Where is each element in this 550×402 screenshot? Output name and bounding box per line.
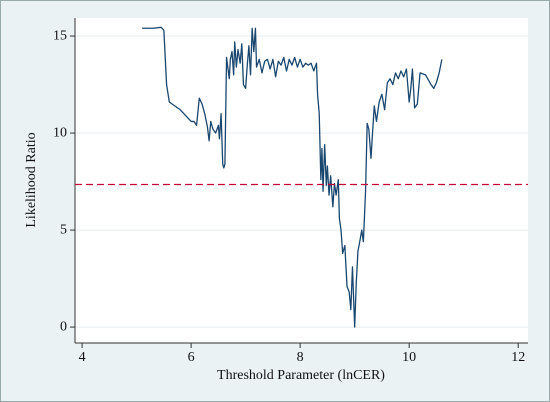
y-tick-label: 5 — [60, 222, 67, 237]
x-axis-label: Threshold Parameter (lnCER) — [217, 368, 385, 383]
y-tick-label: 10 — [53, 125, 67, 140]
x-tick-label: 6 — [188, 350, 195, 365]
y-tick-label: 0 — [60, 319, 67, 334]
data-line — [142, 26, 443, 328]
y-axis-label: Likelihood Ratio — [24, 132, 39, 227]
x-tick-label: 10 — [402, 350, 416, 365]
plot-area — [75, 18, 528, 343]
x-tick-label: 8 — [297, 350, 304, 365]
x-tick-label: 12 — [511, 350, 525, 365]
x-tick-label: 4 — [79, 350, 86, 365]
y-tick-label: 15 — [53, 28, 67, 43]
